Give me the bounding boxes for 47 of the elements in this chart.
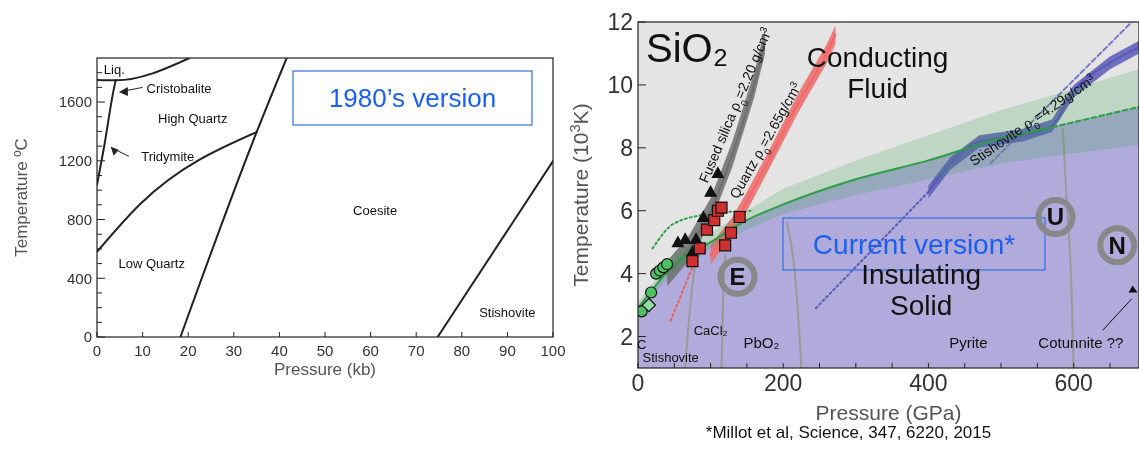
annotation: Low Quartz — [118, 256, 185, 272]
annotation: Coesite — [353, 203, 398, 219]
y-tick-label: 800 — [66, 210, 92, 228]
annotation: E — [729, 263, 746, 291]
y-axis-title: Temperature ºC — [12, 138, 31, 257]
annotation: U — [1046, 203, 1065, 231]
annotation: Cotunnite ?? — [1038, 334, 1124, 352]
x-tick-label: 40 — [271, 342, 288, 359]
x-tick-label: 30 — [225, 342, 243, 359]
y-tick-label: 4 — [620, 260, 634, 287]
y-tick-label: 1600 — [58, 93, 92, 111]
x-axis-title: Pressure (GPa) — [815, 401, 962, 424]
y-tick-label: 6 — [620, 197, 633, 224]
annotation: Cristobalite — [146, 81, 212, 97]
annotation: 1980’s version — [328, 83, 497, 114]
y-tick-label: 0 — [83, 328, 92, 346]
x-tick-label: 100 — [540, 342, 566, 359]
y-tick-label: 1200 — [58, 152, 92, 170]
annotation: Liq. — [103, 61, 125, 77]
annotation: Tridymite — [141, 148, 195, 164]
y-tick-label: 400 — [66, 269, 92, 287]
x-tick-label: 60 — [362, 342, 379, 359]
annotation: Current version* — [812, 228, 1016, 260]
annotation: High Quartz — [158, 110, 228, 126]
x-tick-label: 400 — [909, 370, 948, 396]
x-tick-label: 80 — [453, 342, 471, 359]
annotation: Pyrite — [949, 334, 988, 352]
text: *Millot et al, Science, 347, 6220, 2015 — [705, 423, 992, 442]
x-tick-label: 10 — [134, 342, 151, 359]
x-axis-title: Pressure (kb) — [273, 360, 377, 379]
annotation: CaCl₂ — [693, 322, 728, 338]
annotation: N — [1108, 231, 1126, 259]
x-tick-label: 90 — [499, 342, 516, 359]
y-tick-label: 8 — [620, 134, 633, 161]
chart-title: SiO₂ — [646, 26, 729, 70]
x-tick-label: 20 — [179, 342, 197, 359]
x-tick-label: 600 — [1054, 370, 1093, 396]
x-tick-label: 70 — [407, 342, 425, 359]
annotation: Stishovite — [479, 304, 536, 320]
annotation: Stishovite — [642, 349, 699, 365]
x-tick-label: 200 — [764, 370, 803, 396]
y-tick-label: 10 — [607, 71, 633, 98]
y-tick-label: 12 — [607, 9, 633, 36]
y-tick-label: 2 — [620, 323, 633, 350]
annotation: Insulating Solid — [861, 258, 982, 321]
annotation: PbO₂ — [743, 334, 780, 352]
x-tick-label: 50 — [316, 342, 334, 359]
